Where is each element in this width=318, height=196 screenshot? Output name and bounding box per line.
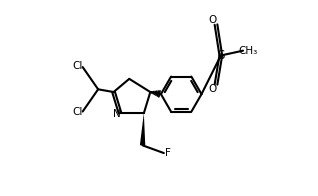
Text: N: N <box>113 109 121 119</box>
Text: O: O <box>208 84 217 94</box>
Text: O: O <box>208 15 217 25</box>
Text: Cl: Cl <box>72 107 83 117</box>
Polygon shape <box>140 113 145 145</box>
Text: F: F <box>165 148 171 158</box>
Text: S: S <box>217 49 225 62</box>
Text: Cl: Cl <box>72 61 83 71</box>
Text: CH₃: CH₃ <box>239 46 258 56</box>
